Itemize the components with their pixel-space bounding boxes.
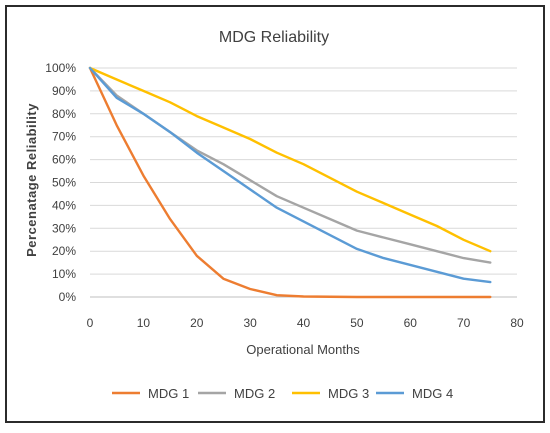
- y-tick-label: 90%: [52, 84, 76, 98]
- series-lines: [88, 66, 492, 299]
- y-tick-label: 40%: [52, 198, 76, 212]
- x-tick-label: 70: [457, 316, 471, 330]
- y-tick-label: 60%: [52, 153, 76, 167]
- series-line-mdg-1: [88, 66, 492, 299]
- legend-label: MDG 3: [328, 386, 369, 401]
- x-tick-label: 30: [243, 316, 257, 330]
- x-tick-label: 80: [510, 316, 524, 330]
- legend: MDG 1 MDG 2 MDG 3 MDG 4: [112, 386, 453, 401]
- y-tick-label: 50%: [52, 176, 76, 190]
- x-tick-label: 20: [190, 316, 204, 330]
- x-tick-label: 10: [137, 316, 151, 330]
- series-line-mdg-3: [88, 66, 492, 253]
- x-tick-label: 40: [297, 316, 311, 330]
- x-tick-label: 60: [404, 316, 418, 330]
- y-tick-label: 10%: [52, 267, 76, 281]
- legend-label: MDG 4: [412, 386, 453, 401]
- y-tick-label: 100%: [45, 61, 76, 75]
- x-axis-label: Operational Months: [246, 342, 360, 357]
- series-line-mdg-4: [88, 66, 492, 284]
- y-tick-label: 30%: [52, 221, 76, 235]
- chart-title: MDG Reliability: [219, 29, 329, 46]
- y-tick-label: 0%: [59, 290, 77, 304]
- y-tick-label: 70%: [52, 130, 76, 144]
- y-tick-label: 20%: [52, 244, 76, 258]
- axes: 0% 10% 20% 30% 40% 50% 60% 70% 80% 90% 100% 0 10 20 30…: [45, 61, 524, 330]
- legend-label: MDG 1: [148, 386, 189, 401]
- x-tick-label: 50: [350, 316, 364, 330]
- x-tick-label: 0: [87, 316, 94, 330]
- y-axis-label: Percenatage Reliability: [24, 103, 39, 257]
- legend-label: MDG 2: [234, 386, 275, 401]
- y-tick-label: 80%: [52, 107, 76, 121]
